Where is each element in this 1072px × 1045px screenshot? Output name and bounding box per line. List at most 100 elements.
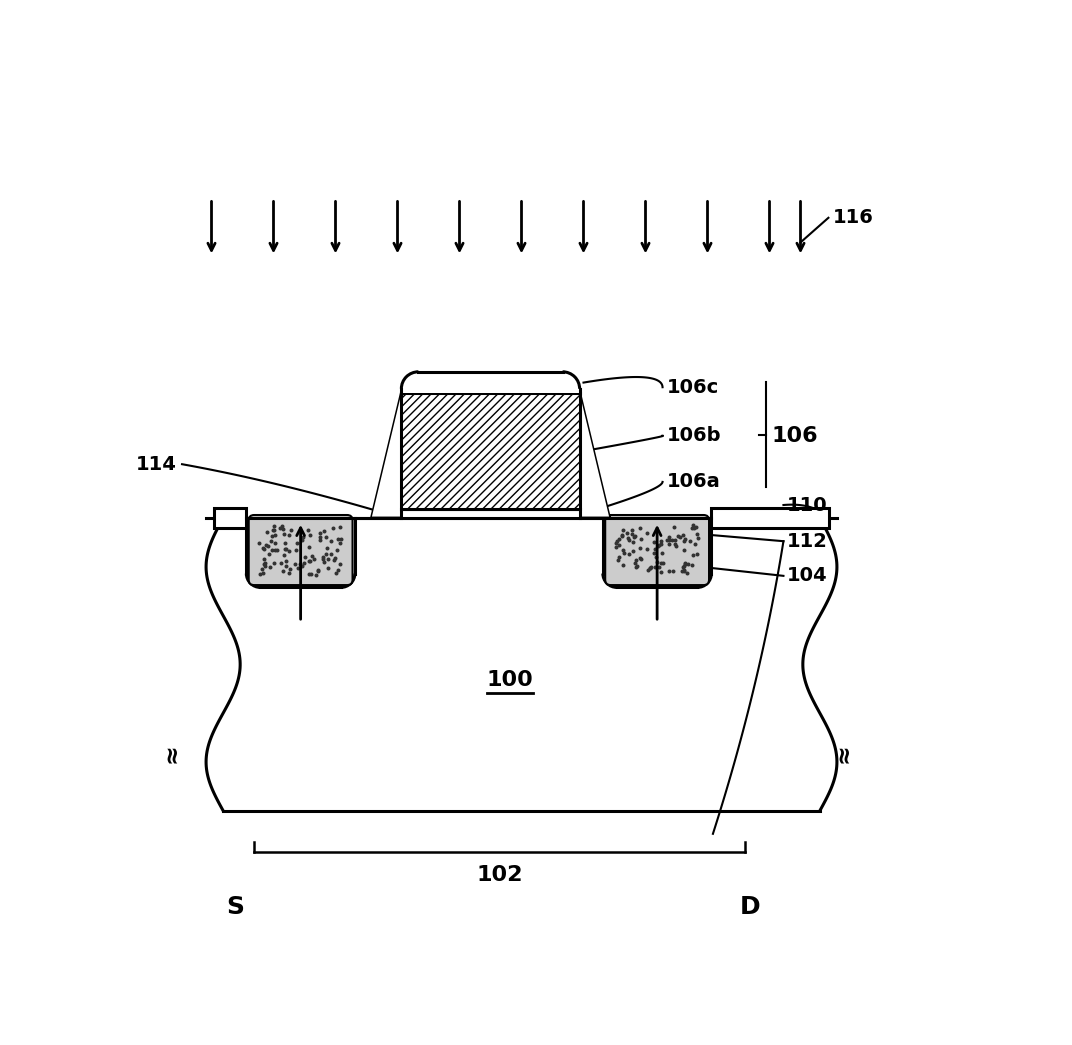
Point xyxy=(262,533,279,550)
Point xyxy=(267,527,284,543)
Text: 106a: 106a xyxy=(667,472,721,491)
Point xyxy=(329,542,346,559)
Text: ≈: ≈ xyxy=(831,743,855,763)
Point xyxy=(610,537,627,554)
Text: 106b: 106b xyxy=(667,426,721,445)
Point xyxy=(317,529,334,545)
Point xyxy=(624,521,641,538)
Point xyxy=(613,527,630,543)
Point xyxy=(267,535,284,552)
Point xyxy=(687,535,704,552)
Point xyxy=(276,547,293,563)
Point xyxy=(660,529,678,545)
Point xyxy=(619,525,636,541)
Text: S: S xyxy=(226,895,243,919)
Point xyxy=(676,557,694,574)
Point xyxy=(684,547,701,563)
Point xyxy=(685,519,702,536)
Point xyxy=(327,565,344,582)
Point xyxy=(323,533,340,550)
Point xyxy=(254,539,271,556)
Point xyxy=(653,545,670,562)
Point xyxy=(628,552,645,568)
Point xyxy=(676,531,694,548)
Point xyxy=(315,554,332,571)
Point xyxy=(669,527,686,543)
Point xyxy=(280,564,297,581)
Point xyxy=(620,545,637,562)
Point xyxy=(631,550,649,566)
Point xyxy=(331,555,348,572)
Point xyxy=(654,555,671,572)
Point xyxy=(688,518,705,535)
Point xyxy=(292,556,309,573)
Point xyxy=(278,558,295,575)
Point xyxy=(641,559,658,576)
Point xyxy=(676,556,694,573)
Point xyxy=(301,552,318,568)
Point xyxy=(646,541,664,558)
Point xyxy=(318,545,336,562)
Point xyxy=(682,532,699,549)
Point xyxy=(303,548,321,564)
Point xyxy=(645,534,662,551)
Point xyxy=(683,556,700,573)
Text: 106c: 106c xyxy=(667,377,719,397)
Point xyxy=(614,521,631,538)
Point xyxy=(665,562,682,579)
Point xyxy=(653,563,670,580)
Point xyxy=(252,565,269,582)
Point xyxy=(660,532,678,549)
Point xyxy=(614,541,631,558)
Point xyxy=(282,561,299,578)
Point xyxy=(323,545,340,562)
Point xyxy=(651,559,668,576)
Point xyxy=(257,536,274,553)
Point xyxy=(624,526,641,542)
Point xyxy=(319,551,337,567)
Point xyxy=(266,521,283,538)
Point xyxy=(667,535,684,552)
Point xyxy=(329,561,346,578)
Point xyxy=(258,524,276,540)
Point xyxy=(652,536,669,553)
Point xyxy=(627,559,644,576)
Point xyxy=(294,557,311,574)
Point xyxy=(688,526,705,542)
Point xyxy=(310,561,327,578)
Text: D: D xyxy=(740,895,760,919)
Point xyxy=(667,537,684,554)
Point xyxy=(331,535,348,552)
Point xyxy=(308,566,325,583)
Point xyxy=(621,532,638,549)
Point xyxy=(674,558,691,575)
Point xyxy=(680,556,697,573)
Point xyxy=(268,541,285,558)
Bar xyxy=(401,389,580,393)
Point xyxy=(625,529,642,545)
Point xyxy=(256,557,273,574)
Point xyxy=(255,551,272,567)
Point xyxy=(689,530,706,547)
Point xyxy=(300,522,317,539)
Point xyxy=(311,525,328,541)
Point xyxy=(276,526,293,542)
Point xyxy=(638,525,655,541)
Point xyxy=(649,554,666,571)
Point xyxy=(262,559,279,576)
Point xyxy=(294,529,311,545)
Point xyxy=(684,517,701,534)
Polygon shape xyxy=(372,393,401,516)
Point xyxy=(620,530,637,547)
Point xyxy=(658,532,675,549)
Point xyxy=(278,541,295,558)
Point xyxy=(611,531,628,548)
Point xyxy=(675,561,693,578)
Point xyxy=(632,551,650,567)
Point xyxy=(259,537,277,554)
Point xyxy=(660,536,678,553)
Text: 112: 112 xyxy=(787,532,828,551)
Point xyxy=(283,521,300,538)
Point xyxy=(273,555,291,572)
Point xyxy=(684,519,701,536)
